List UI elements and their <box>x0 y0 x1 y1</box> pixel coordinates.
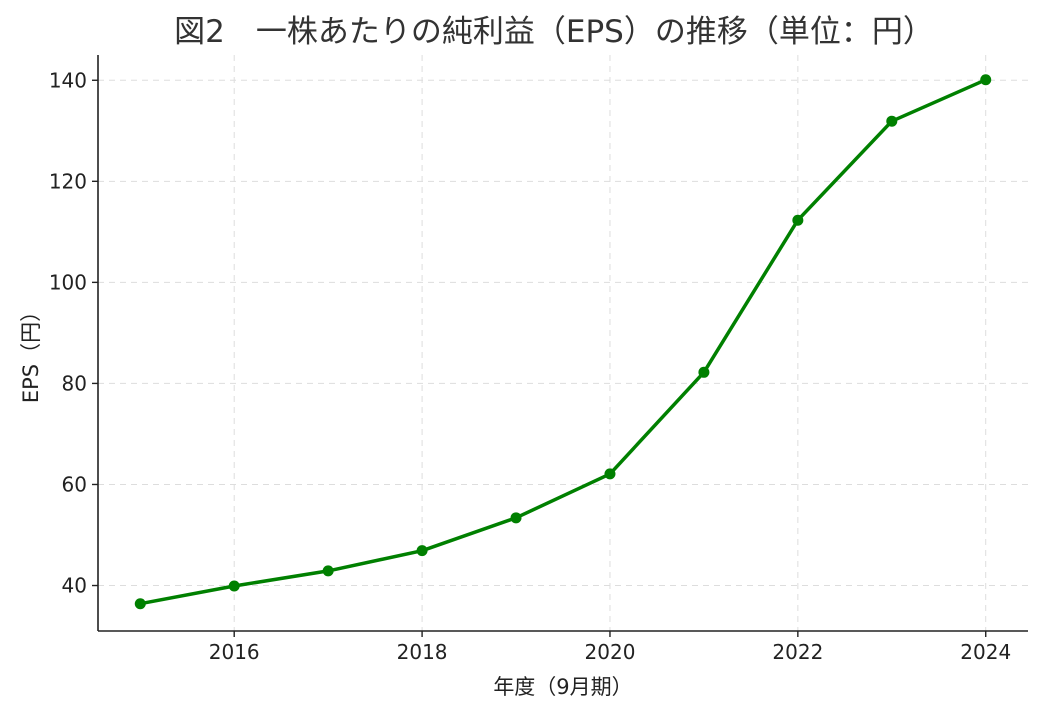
data-point-2021 <box>698 366 710 378</box>
y-tick-label-60: 60 <box>62 472 87 496</box>
y-tick-label-120: 120 <box>49 169 87 193</box>
data-point-2019 <box>510 512 522 524</box>
x-tick-label-2018: 2018 <box>397 640 448 664</box>
axes-layer <box>97 55 1028 632</box>
x-tick-label-2020: 2020 <box>585 640 636 664</box>
data-point-2016 <box>228 580 240 592</box>
ticks-layer: 2016 2018 2020 2022 2024 40 60 80 100 120 140 <box>49 68 1011 664</box>
x-axis-label: 年度（9月期） <box>493 675 632 699</box>
x-tick-label-2024: 2024 <box>960 640 1011 664</box>
eps-series-line <box>138 78 988 606</box>
data-point-2020 <box>604 468 616 480</box>
y-tick-label-100: 100 <box>49 270 87 294</box>
data-point-2022 <box>792 214 804 226</box>
chart-title: 図2 一株あたりの純利益（EPS）の推移（単位：円） <box>174 14 934 50</box>
data-point-2018 <box>416 545 428 557</box>
x-tick-label-2016: 2016 <box>209 640 260 664</box>
y-axis-label: EPS（円） <box>19 301 43 403</box>
x-tick-label-2022: 2022 <box>772 640 823 664</box>
series-layer <box>134 74 992 610</box>
y-tick-label-80: 80 <box>62 371 87 395</box>
y-tick-label-40: 40 <box>62 574 87 598</box>
data-point-2024 <box>980 74 992 86</box>
y-tick-label-140: 140 <box>49 68 87 92</box>
data-point-2017 <box>322 565 334 577</box>
grid-layer <box>98 55 1028 631</box>
data-point-2023 <box>886 115 898 127</box>
data-point-2015 <box>134 598 146 610</box>
